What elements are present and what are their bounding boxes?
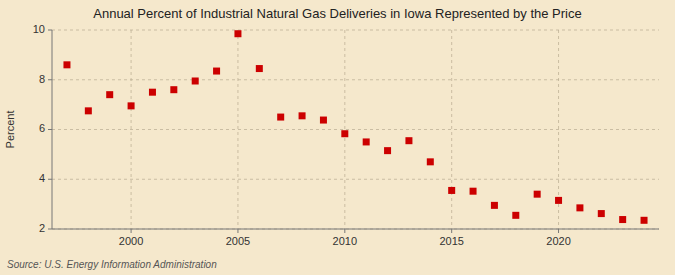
point (470, 188, 477, 195)
x-grid-line (237, 30, 238, 229)
point (149, 89, 156, 96)
point (405, 137, 412, 144)
y-tick (48, 79, 52, 80)
y-axis-label: Percent (4, 111, 16, 149)
point (170, 86, 177, 93)
x-tick-label: 2010 (333, 235, 357, 247)
point (256, 65, 263, 72)
x-tick-label: 2000 (119, 235, 143, 247)
point (448, 187, 455, 194)
point (320, 117, 327, 124)
axes: 2 4 6 8 10 2000 2005 2010 2015 2020 (33, 23, 659, 247)
points (63, 30, 647, 224)
point (63, 61, 70, 68)
point (128, 102, 135, 109)
chart-svg: 2 4 6 8 10 2000 2005 2010 2015 2020 Annual Percent… (0, 0, 675, 275)
point (341, 130, 348, 137)
point (641, 217, 648, 224)
point (384, 147, 391, 154)
y-grid-line (52, 30, 659, 31)
y-tick (48, 229, 52, 230)
y-tick (48, 129, 52, 130)
x-tick (131, 229, 132, 233)
x-grid-line (131, 30, 132, 229)
y-tick (48, 179, 52, 180)
y-grid-line (52, 79, 659, 80)
point (363, 138, 370, 145)
chart-container: 2 4 6 8 10 2000 2005 2010 2015 2020 Annual Percent… (0, 0, 675, 275)
y-tick-label: 6 (39, 122, 45, 134)
point (576, 204, 583, 211)
grid (52, 30, 659, 229)
y-tick-label: 4 (39, 172, 45, 184)
x-tick (451, 229, 452, 233)
x-tick-label: 2020 (546, 235, 570, 247)
point (85, 107, 92, 114)
point (598, 210, 605, 217)
point (299, 112, 306, 119)
point (427, 158, 434, 165)
x-axis-line (52, 229, 659, 230)
point (534, 191, 541, 198)
source-note: Source: U.S. Energy Information Administ… (7, 259, 217, 270)
point (192, 77, 199, 84)
point (106, 91, 113, 98)
y-tick-label: 10 (33, 23, 45, 35)
x-tick (237, 229, 238, 233)
point (555, 197, 562, 204)
point (491, 202, 498, 209)
point (213, 68, 220, 75)
y-tick-label: 8 (39, 73, 45, 85)
x-tick-label: 2005 (226, 235, 250, 247)
y-grid-line (52, 229, 659, 230)
x-tick (558, 229, 559, 233)
x-tick (344, 229, 345, 233)
x-tick-label: 2015 (439, 235, 463, 247)
x-grid-line (451, 30, 452, 229)
point (277, 114, 284, 121)
x-grid-line (344, 30, 345, 229)
y-grid-line (52, 179, 659, 180)
point (512, 212, 519, 219)
point (619, 216, 626, 223)
point (234, 30, 241, 37)
chart-title: Annual Percent of Industrial Natural Gas… (93, 6, 581, 21)
y-axis-line (52, 30, 53, 229)
y-grid-line (52, 129, 659, 130)
y-tick-label: 2 (39, 222, 45, 234)
y-tick (48, 30, 52, 31)
